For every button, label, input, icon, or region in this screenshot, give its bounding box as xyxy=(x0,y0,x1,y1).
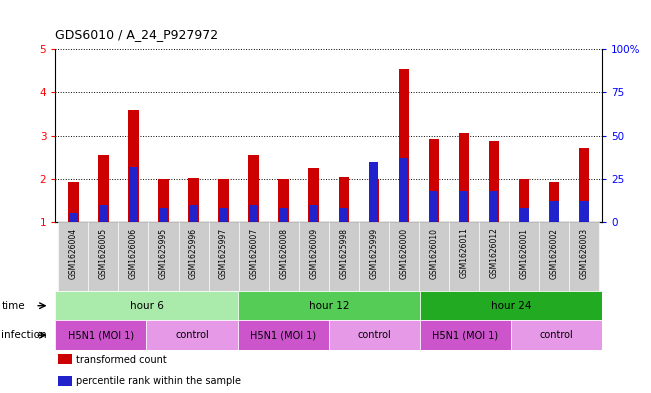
Bar xyxy=(218,179,229,222)
Bar xyxy=(509,222,539,291)
Bar xyxy=(369,162,378,222)
Bar xyxy=(419,222,449,291)
Text: hour 24: hour 24 xyxy=(491,301,531,310)
Bar xyxy=(89,222,118,291)
Bar xyxy=(359,222,389,291)
Text: GSM1626001: GSM1626001 xyxy=(519,228,529,279)
Bar xyxy=(128,110,139,222)
Bar xyxy=(309,205,318,222)
Bar xyxy=(329,222,359,291)
Bar xyxy=(158,179,169,222)
Bar xyxy=(549,201,559,222)
Text: H5N1 (MOI 1): H5N1 (MOI 1) xyxy=(250,330,316,340)
Bar xyxy=(420,291,602,320)
Bar xyxy=(148,222,178,291)
Text: GSM1626008: GSM1626008 xyxy=(279,228,288,279)
Text: GSM1626009: GSM1626009 xyxy=(309,228,318,279)
Bar xyxy=(146,320,238,350)
Bar xyxy=(339,208,348,222)
Text: GSM1626004: GSM1626004 xyxy=(69,228,78,279)
Bar xyxy=(188,178,199,222)
Bar xyxy=(249,205,258,222)
Bar xyxy=(569,222,599,291)
Bar xyxy=(299,222,329,291)
Text: control: control xyxy=(175,330,209,340)
Bar xyxy=(249,155,259,222)
Bar xyxy=(69,213,78,222)
Text: GSM1625995: GSM1625995 xyxy=(159,228,168,279)
Bar xyxy=(59,222,89,291)
Bar xyxy=(329,320,420,350)
Text: GSM1626010: GSM1626010 xyxy=(430,228,438,279)
Text: control: control xyxy=(357,330,391,340)
Bar xyxy=(269,222,299,291)
Bar xyxy=(339,177,349,222)
Bar xyxy=(189,205,198,222)
Bar xyxy=(579,148,589,222)
Bar xyxy=(549,182,559,222)
Text: GSM1626007: GSM1626007 xyxy=(249,228,258,279)
Text: control: control xyxy=(540,330,574,340)
Text: H5N1 (MOI 1): H5N1 (MOI 1) xyxy=(432,330,499,340)
Bar xyxy=(98,155,109,222)
Bar xyxy=(159,208,168,222)
Text: GSM1626012: GSM1626012 xyxy=(490,228,499,278)
Text: percentile rank within the sample: percentile rank within the sample xyxy=(76,376,241,386)
Text: transformed count: transformed count xyxy=(76,354,167,365)
Bar xyxy=(55,320,146,350)
Bar xyxy=(430,191,438,222)
Bar xyxy=(99,205,108,222)
Bar xyxy=(519,179,529,222)
Bar xyxy=(68,182,79,222)
Bar xyxy=(238,291,420,320)
Bar xyxy=(309,168,319,222)
Text: GSM1626003: GSM1626003 xyxy=(579,228,589,279)
Bar xyxy=(420,320,511,350)
Bar xyxy=(490,191,499,222)
Bar xyxy=(129,167,138,222)
Bar xyxy=(489,141,499,222)
Text: GSM1626006: GSM1626006 xyxy=(129,228,138,279)
Bar xyxy=(579,201,589,222)
Bar xyxy=(178,222,208,291)
Text: H5N1 (MOI 1): H5N1 (MOI 1) xyxy=(68,330,134,340)
Text: GSM1626002: GSM1626002 xyxy=(549,228,559,279)
Bar xyxy=(389,222,419,291)
Bar xyxy=(238,320,329,350)
Bar xyxy=(519,208,529,222)
Text: GSM1626005: GSM1626005 xyxy=(99,228,108,279)
Text: hour 12: hour 12 xyxy=(309,301,349,310)
Bar xyxy=(58,354,72,364)
Bar xyxy=(368,179,379,222)
Bar xyxy=(279,179,289,222)
Bar xyxy=(539,222,569,291)
Bar xyxy=(58,376,72,386)
Bar xyxy=(398,68,409,222)
Text: GSM1625998: GSM1625998 xyxy=(339,228,348,279)
Text: infection: infection xyxy=(1,330,47,340)
Bar xyxy=(400,158,408,222)
Text: GSM1626000: GSM1626000 xyxy=(399,228,408,279)
Text: GSM1625999: GSM1625999 xyxy=(369,228,378,279)
Bar xyxy=(449,222,479,291)
Bar xyxy=(279,208,288,222)
Text: hour 6: hour 6 xyxy=(130,301,163,310)
Bar xyxy=(511,320,602,350)
Bar xyxy=(460,191,469,222)
Text: GDS6010 / A_24_P927972: GDS6010 / A_24_P927972 xyxy=(55,28,219,41)
Bar xyxy=(459,133,469,222)
Bar xyxy=(428,139,439,222)
Bar xyxy=(479,222,509,291)
Bar xyxy=(219,208,228,222)
Bar xyxy=(208,222,239,291)
Text: GSM1625996: GSM1625996 xyxy=(189,228,198,279)
Bar xyxy=(55,291,238,320)
Bar xyxy=(239,222,269,291)
Text: GSM1625997: GSM1625997 xyxy=(219,228,228,279)
Text: GSM1626011: GSM1626011 xyxy=(460,228,469,278)
Bar xyxy=(118,222,148,291)
Text: time: time xyxy=(1,301,25,310)
